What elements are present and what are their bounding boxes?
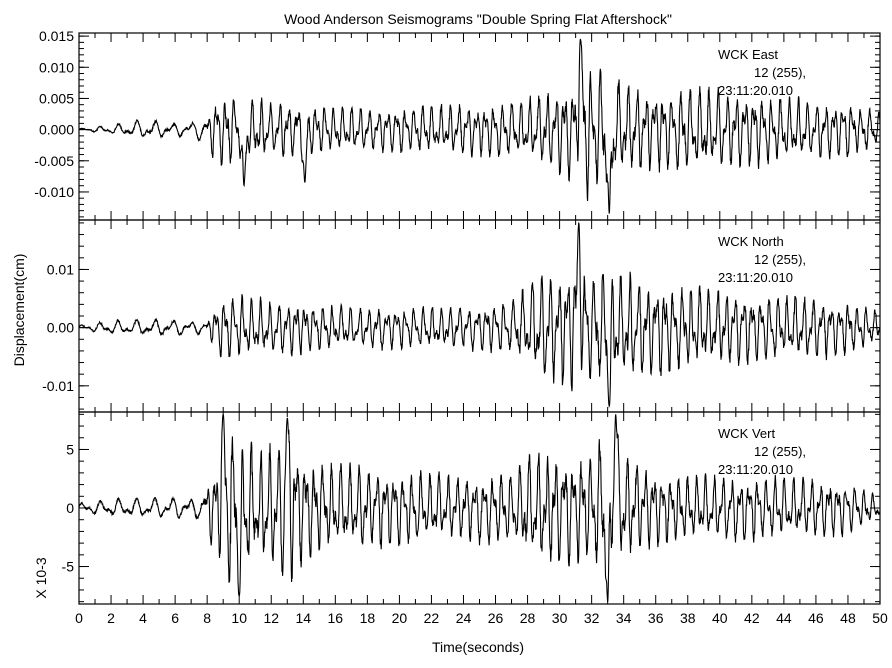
y-axis-label: Displacement(cm) <box>11 254 27 367</box>
x-tick-label: 22 <box>424 610 440 626</box>
y-tick-label: 0.000 <box>39 122 74 138</box>
trace-annotation-line: 12 (255), <box>754 252 806 267</box>
x-tick-label: 2 <box>107 610 115 626</box>
x-tick-label: 30 <box>552 610 568 626</box>
x-tick-label: 8 <box>203 610 211 626</box>
y-tick-label: 0.00 <box>47 320 74 336</box>
seismogram-trace-vert <box>78 414 881 602</box>
x-tick-label: 28 <box>520 610 536 626</box>
seismogram-trace-east <box>78 38 881 214</box>
y-tick-label: 0 <box>66 500 74 516</box>
panel-north: 0.01 0.00 -0.01 WCK North 12 (255), 23:11:20.… <box>42 219 881 413</box>
x-tick-label: 46 <box>808 610 824 626</box>
y-tick-label: -0.01 <box>42 378 74 394</box>
x-tick-label: 40 <box>712 610 728 626</box>
x-tick-label: 48 <box>840 610 856 626</box>
x-tick-label: 26 <box>488 610 504 626</box>
y-tick-label: 0.015 <box>39 28 74 44</box>
x-tick-label: 16 <box>328 610 344 626</box>
x-tick-label: 44 <box>776 610 792 626</box>
x-tick-label: 36 <box>648 610 664 626</box>
trace-annotation-line: WCK East <box>718 47 778 62</box>
trace-annotation-line: 23:11:20.010 <box>718 270 793 285</box>
panel-east: 0.015 0.010 0.005 0.000 -0.005 -0.010 WCK East… <box>34 28 881 221</box>
y-tick-label: 0.01 <box>47 261 74 277</box>
x-tick-label: 4 <box>139 610 147 626</box>
x-axis: 0 2 4 6 8 10 12 14 16 18 20 22 24 26 28 30 32 34 36 38 40 42 4… <box>75 610 888 626</box>
x-tick-label: 32 <box>584 610 600 626</box>
y-tick-label: 0.010 <box>39 59 74 75</box>
x-tick-label: 50 <box>872 610 888 626</box>
x-axis-label: Time(seconds) <box>432 639 524 655</box>
x-tick-label: 18 <box>360 610 376 626</box>
trace-annotation-line: WCK Vert <box>718 426 775 441</box>
y-tick-label: -0.010 <box>34 184 74 200</box>
x-tick-label: 24 <box>456 610 472 626</box>
y-tick-label: -0.005 <box>34 153 74 169</box>
trace-annotation-line: 12 (255), <box>754 444 806 459</box>
chart-title: Wood Anderson Seismograms "Double Spring… <box>284 11 672 27</box>
x-tick-label: 12 <box>263 610 279 626</box>
y-tick-label: 0.005 <box>39 90 74 106</box>
x-tick-label: 6 <box>171 610 179 626</box>
trace-annotation-line: 12 (255), <box>754 65 806 80</box>
x-tick-label: 38 <box>680 610 696 626</box>
x-tick-label: 10 <box>231 610 247 626</box>
x-tick-label: 14 <box>295 610 311 626</box>
trace-annotation-line: 23:11:20.010 <box>718 83 793 98</box>
seismogram-trace-north <box>78 221 881 408</box>
trace-annotation-line: WCK North <box>718 234 784 249</box>
x-tick-label: 34 <box>616 610 632 626</box>
trace-annotation-line: 23:11:20.010 <box>718 462 793 477</box>
y-multiplier-label: X 10-3 <box>33 557 49 598</box>
y-tick-label: 5 <box>66 441 74 457</box>
x-tick-label: 0 <box>75 610 83 626</box>
panel-vert: 5 0 -5 X 10-3 WCK Vert 12 (255), 23:11:20.010 <box>33 411 881 605</box>
x-tick-label: 42 <box>744 610 760 626</box>
x-tick-label: 20 <box>392 610 408 626</box>
y-tick-label: -5 <box>62 559 75 575</box>
